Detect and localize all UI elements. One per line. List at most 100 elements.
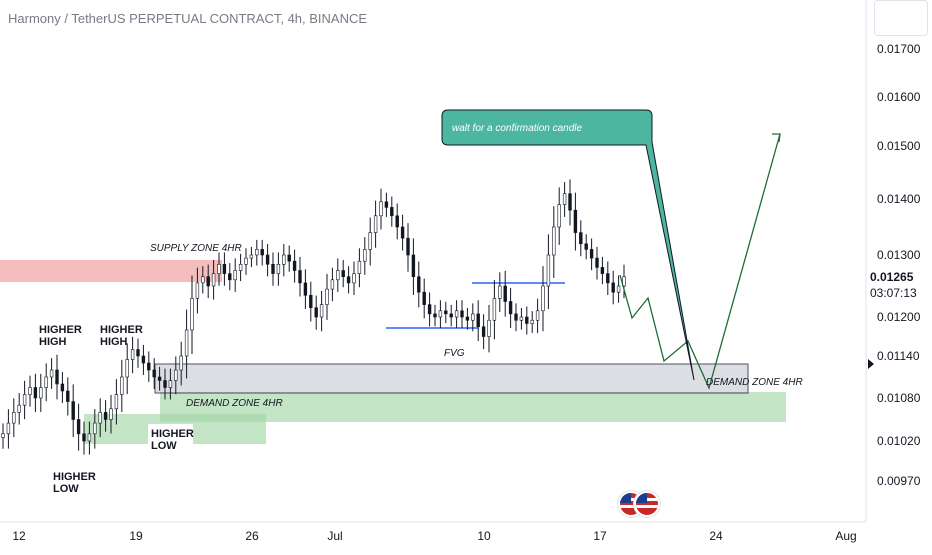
candle-body xyxy=(190,298,194,331)
fvg-box xyxy=(154,363,749,394)
candle-body xyxy=(292,260,297,271)
candle-body xyxy=(557,204,561,228)
candle-body xyxy=(179,355,183,371)
candle-body xyxy=(125,359,129,378)
candle-body xyxy=(611,282,615,293)
time-axis[interactable]: 12 19 26 Jul 10 17 24 Aug xyxy=(12,529,856,543)
candle-body xyxy=(222,263,227,274)
candle-body xyxy=(249,254,254,259)
price-axis[interactable]: 0.00970 0.01020 0.01080 0.01140 0.01200 0.013… xyxy=(877,42,921,488)
candle-body xyxy=(157,376,162,381)
candle-body xyxy=(503,285,507,302)
time-tick-label: Jul xyxy=(327,529,342,543)
supply-zone xyxy=(0,260,222,282)
candle-body xyxy=(465,316,470,321)
scroll-right-icon[interactable] xyxy=(868,359,874,369)
chart-title: Harmony / TetherUS PERPETUAL CONTRACT, 4… xyxy=(8,11,368,26)
time-tick-label: Aug xyxy=(835,529,856,543)
candle-body xyxy=(282,254,286,265)
candle-body xyxy=(141,355,146,364)
candle-body xyxy=(66,390,70,402)
candle-body xyxy=(255,249,259,256)
candle-body xyxy=(233,270,237,281)
candle-body xyxy=(535,310,540,321)
candle-body xyxy=(265,254,270,265)
demand-zone-label-2: DEMAND ZONE 4HR xyxy=(706,377,803,388)
candle-body xyxy=(514,313,518,321)
price-tick-label: 0.01300 xyxy=(877,248,921,262)
candle-body xyxy=(417,276,421,293)
candle-body xyxy=(471,313,475,321)
candle-body xyxy=(481,326,486,337)
candle-body xyxy=(363,249,367,262)
candle-body xyxy=(130,349,135,360)
candle-body xyxy=(384,201,389,208)
candle-body xyxy=(584,243,588,250)
candle-body xyxy=(460,310,464,318)
candle-body xyxy=(427,304,432,315)
price-axis-corner[interactable] xyxy=(874,0,928,36)
candle-body xyxy=(341,270,345,277)
price-tick-label: 0.01500 xyxy=(877,139,921,153)
candle-body xyxy=(174,369,178,381)
candle-body xyxy=(525,316,529,324)
candle-body xyxy=(546,254,551,287)
fvg-label: FVG xyxy=(444,348,465,359)
candle-body xyxy=(120,376,124,395)
callout-text: walt for a confirmation candle xyxy=(452,123,583,134)
candle-body xyxy=(438,310,443,318)
candle-body xyxy=(147,362,151,371)
flag-icon[interactable] xyxy=(634,491,660,517)
candle-body xyxy=(562,193,567,205)
candle-body xyxy=(287,254,291,262)
candle-body xyxy=(433,313,437,318)
candle-body xyxy=(552,226,556,256)
time-tick-label: 17 xyxy=(593,529,607,543)
higher-low-label-bg xyxy=(148,424,193,454)
candle-body xyxy=(606,273,610,284)
candle-body xyxy=(184,329,189,357)
candle-body xyxy=(17,404,21,413)
candle-body xyxy=(28,387,32,395)
candle-body xyxy=(217,263,221,274)
candle-body xyxy=(346,276,351,284)
candle-body xyxy=(449,313,453,318)
candle-body xyxy=(298,270,302,284)
candle-body xyxy=(406,237,410,256)
candle-body xyxy=(260,249,264,256)
price-tick-label: 0.01400 xyxy=(877,192,921,206)
candle-body xyxy=(76,419,81,435)
candle-body xyxy=(622,276,626,287)
candle-body xyxy=(12,412,16,424)
candle-body xyxy=(163,380,167,388)
candle-body xyxy=(271,263,275,274)
time-tick-label: 12 xyxy=(12,529,26,543)
price-tick-label: 0.01080 xyxy=(877,391,921,405)
candle-body xyxy=(1,433,5,438)
higher-high-label-1: HIGHER HIGH xyxy=(39,324,82,348)
candle-body xyxy=(487,319,491,337)
candle-body xyxy=(152,369,156,378)
candle-body xyxy=(22,394,27,406)
price-tick-label: 0.01140 xyxy=(877,349,920,363)
candle-body xyxy=(600,267,605,274)
candle-body xyxy=(6,422,11,435)
price-tick-label: 0.01700 xyxy=(877,42,921,56)
candle-body xyxy=(206,276,210,287)
candle-body xyxy=(201,276,205,284)
candle-body xyxy=(93,422,97,435)
candle-body xyxy=(303,282,308,296)
candle-body xyxy=(244,257,248,265)
candle-body xyxy=(114,394,119,410)
candle-body xyxy=(55,369,59,385)
higher-low-label-2: HIGHER LOW xyxy=(53,471,96,495)
candle-body xyxy=(314,307,318,318)
candle-body xyxy=(49,369,54,378)
candle-body xyxy=(444,310,448,315)
price-tick-label: 0.00970 xyxy=(877,474,921,488)
candle-body xyxy=(373,215,378,233)
